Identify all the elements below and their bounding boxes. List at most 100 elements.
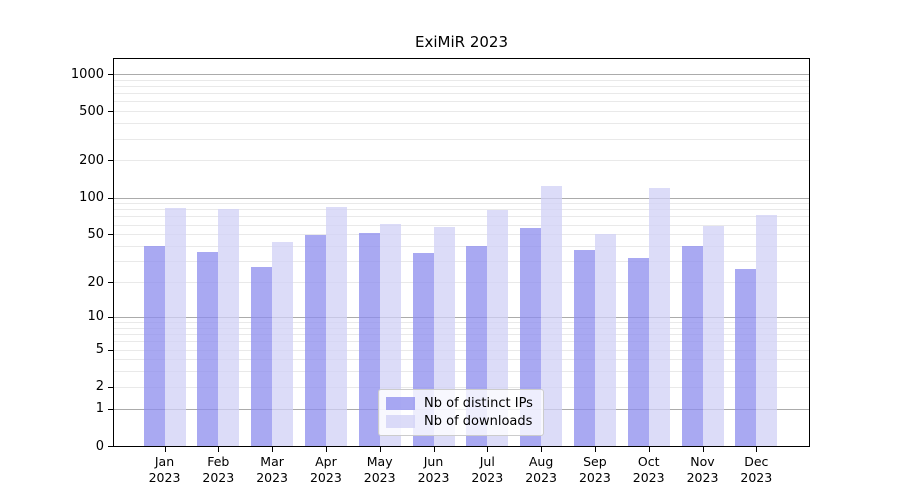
bar-downloads-dec: [756, 214, 778, 446]
x-tick-mark: [756, 447, 758, 452]
y-tick-mark: [108, 446, 113, 447]
minor-gridline: [114, 93, 809, 95]
x-tick-label: Jul 2023: [471, 454, 504, 485]
minor-gridline: [114, 261, 809, 263]
minor-gridline: [114, 234, 809, 236]
minor-gridline: [114, 224, 809, 226]
y-tick-mark: [108, 160, 113, 162]
x-tick-mark: [541, 447, 543, 452]
x-tick-mark: [164, 447, 166, 452]
x-tick-mark: [702, 447, 704, 452]
bar-ips-sep: [573, 250, 595, 446]
bar-ips-feb: [197, 251, 219, 446]
x-tick-mark: [648, 447, 650, 452]
legend-swatch-downloads: [386, 415, 415, 428]
minor-gridline: [114, 386, 809, 388]
minor-gridline: [114, 123, 809, 125]
bar-downloads-jul: [487, 210, 509, 446]
chart-title: ExiMiR 2023: [415, 33, 508, 51]
x-tick-mark: [272, 447, 274, 452]
bar-ips-may: [358, 233, 380, 446]
x-tick-mark: [325, 447, 327, 452]
major-gridline: [114, 74, 809, 75]
y-tick-label: 50: [87, 226, 104, 242]
minor-gridline: [114, 322, 809, 324]
x-tick-mark: [487, 447, 489, 452]
y-tick-mark: [108, 408, 113, 410]
y-tick-mark: [108, 282, 113, 284]
x-tick-label: Jun 2023: [417, 454, 450, 485]
legend-item-distinct-ips: Nb of distinct IPs: [386, 396, 543, 411]
x-tick-label: Sep 2023: [578, 454, 611, 485]
legend: Nb of distinct IPs Nb of downloads: [378, 389, 544, 436]
y-tick-mark: [108, 349, 113, 351]
y-tick-mark: [108, 316, 113, 318]
x-tick-label: Oct 2023: [632, 454, 665, 485]
y-tick-label: 100: [79, 190, 104, 205]
bar-downloads-aug: [541, 185, 563, 446]
x-tick-mark: [433, 447, 435, 452]
y-tick-label: 200: [79, 152, 104, 168]
minor-gridline: [114, 203, 809, 205]
x-tick-mark: [594, 447, 596, 452]
x-tick-label: Apr 2023: [309, 454, 342, 485]
bar-ips-oct: [627, 257, 649, 446]
minor-gridline: [114, 334, 809, 336]
minor-gridline: [114, 216, 809, 218]
bar-downloads-nov: [702, 225, 724, 446]
y-tick-label: 20: [87, 274, 104, 290]
bar-downloads-apr: [325, 206, 347, 446]
bar-downloads-sep: [594, 234, 616, 446]
minor-gridline: [114, 282, 809, 284]
minor-gridline: [114, 79, 809, 81]
y-tick-label: 2: [95, 379, 104, 395]
y-tick-label: 500: [79, 103, 104, 119]
y-tick-mark: [108, 386, 113, 388]
x-tick-label: May 2023: [363, 454, 396, 485]
x-tick-label: Nov 2023: [686, 454, 719, 485]
x-tick-label: Mar 2023: [256, 454, 288, 485]
bar-ips-nov: [681, 246, 703, 446]
legend-label-downloads: Nb of downloads: [424, 414, 533, 429]
x-tick-label: Jan 2023: [148, 454, 181, 485]
major-gridline: [114, 197, 809, 199]
x-tick-mark: [379, 447, 381, 452]
bar-ips-dec: [735, 268, 757, 446]
y-tick-label: 10: [87, 309, 104, 325]
minor-gridline: [114, 327, 809, 329]
y-tick-label: 1000: [70, 66, 104, 82]
minor-gridline: [114, 86, 809, 87]
legend-item-downloads: Nb of downloads: [386, 414, 543, 429]
x-tick-label: Dec 2023: [740, 454, 773, 485]
x-tick-label: Feb 2023: [202, 454, 235, 485]
y-tick-label: 1: [95, 401, 104, 417]
minor-gridline: [114, 209, 809, 211]
y-tick-mark: [108, 234, 113, 236]
bar-downloads-mar: [272, 242, 294, 446]
minor-gridline: [114, 111, 809, 113]
y-tick-label: 5: [95, 342, 104, 358]
legend-swatch-distinct-ips: [386, 397, 415, 410]
bar-ips-apr: [304, 235, 326, 446]
major-gridline: [114, 316, 809, 318]
bar-ips-jan: [143, 246, 165, 446]
bar-downloads-feb: [218, 209, 240, 446]
minor-gridline: [114, 341, 809, 343]
minor-gridline: [114, 359, 809, 361]
minor-gridline: [114, 101, 809, 103]
y-tick-label: 0: [95, 438, 104, 454]
minor-gridline: [114, 160, 809, 162]
bar-ips-mar: [251, 266, 273, 446]
legend-label-distinct-ips: Nb of distinct IPs: [424, 396, 533, 411]
minor-gridline: [114, 138, 809, 140]
x-tick-label: Aug 2023: [525, 454, 557, 485]
y-tick-mark: [108, 111, 113, 113]
minor-gridline: [114, 371, 809, 373]
minor-gridline: [114, 349, 809, 351]
minor-gridline: [114, 246, 809, 248]
x-tick-mark: [218, 447, 220, 452]
y-tick-mark: [108, 197, 113, 199]
bar-downloads-oct: [648, 188, 670, 446]
bar-downloads-jan: [164, 208, 186, 446]
